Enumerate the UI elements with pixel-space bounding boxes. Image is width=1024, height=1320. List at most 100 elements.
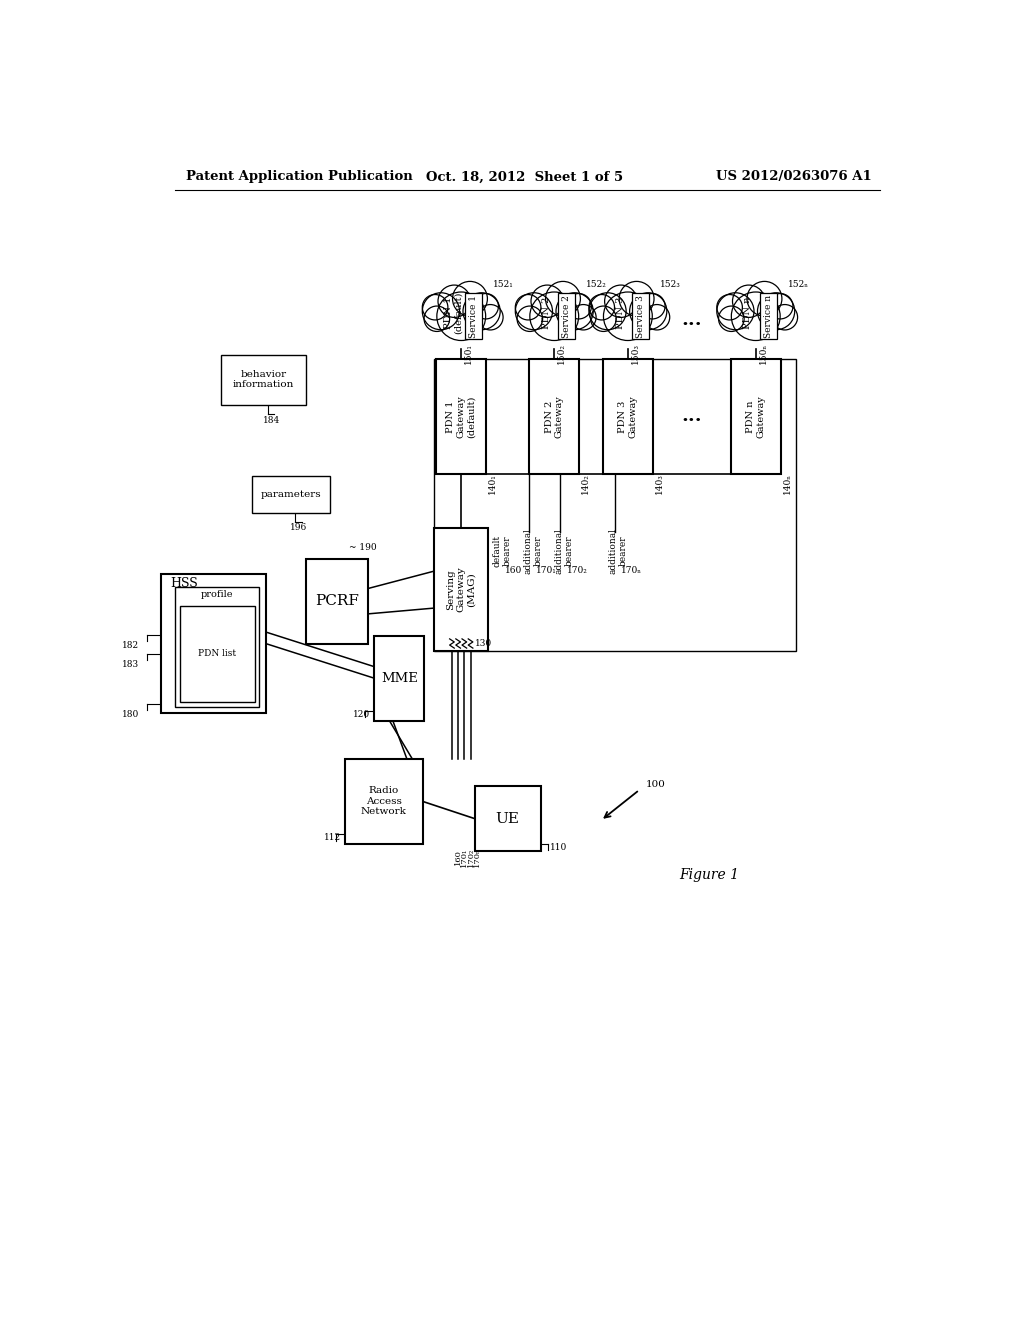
Text: profile: profile [201,590,233,599]
FancyBboxPatch shape [252,475,330,512]
Text: MME: MME [381,672,418,685]
Text: 152₂: 152₂ [586,280,607,289]
Circle shape [767,293,793,319]
FancyBboxPatch shape [306,558,369,644]
Text: Figure 1: Figure 1 [679,867,739,882]
Circle shape [591,306,616,331]
Text: 196: 196 [290,524,307,532]
Text: behavior
information: behavior information [232,370,294,389]
Circle shape [589,294,614,319]
FancyBboxPatch shape [221,355,306,405]
Text: Radio
Access
Network: Radio Access Network [360,787,407,816]
Text: PCRF: PCRF [315,594,359,609]
FancyBboxPatch shape [558,293,575,339]
Circle shape [422,293,460,330]
Text: Oct. 18, 2012  Sheet 1 of 5: Oct. 18, 2012 Sheet 1 of 5 [426,170,624,183]
Text: 110: 110 [550,843,567,851]
Text: Service 3: Service 3 [636,294,645,338]
Text: 140ₙ: 140ₙ [782,473,792,494]
Text: 140₁: 140₁ [488,473,497,494]
Circle shape [570,305,596,330]
Circle shape [515,294,541,319]
Circle shape [422,294,447,319]
Text: ...: ... [682,312,702,329]
Text: 130: 130 [475,639,493,648]
Circle shape [644,305,670,330]
Circle shape [620,281,654,315]
Text: 140₃: 140₃ [654,473,664,494]
Circle shape [517,306,543,331]
Text: 152ₙ: 152ₙ [787,280,809,289]
Text: 170₁: 170₁ [461,847,468,867]
Circle shape [732,285,765,317]
FancyBboxPatch shape [434,528,488,651]
Circle shape [453,281,487,315]
Circle shape [772,305,798,330]
Text: Service 2: Service 2 [562,294,571,338]
Text: 170ₙ: 170ₙ [473,847,481,867]
Text: 180: 180 [122,710,139,719]
Circle shape [717,293,754,330]
Circle shape [546,281,581,315]
Text: additional
bearer: additional bearer [523,528,543,574]
FancyBboxPatch shape [436,359,486,474]
Text: additional
bearer: additional bearer [608,528,628,574]
Text: Serving
Gateway
(MAG): Serving Gateway (MAG) [446,566,476,612]
FancyBboxPatch shape [345,759,423,843]
Text: 112: 112 [324,833,341,842]
Text: 184: 184 [263,416,280,425]
FancyBboxPatch shape [760,293,776,339]
Text: Patent Application Publication: Patent Application Publication [186,170,413,183]
Circle shape [731,292,780,341]
Text: 170ₙ: 170ₙ [621,566,642,574]
Text: 170₂: 170₂ [467,847,475,867]
Circle shape [556,293,593,330]
FancyBboxPatch shape [161,574,265,713]
Circle shape [529,292,579,341]
FancyBboxPatch shape [465,293,482,339]
Circle shape [424,306,450,331]
Text: default
bearer: default bearer [493,535,512,568]
FancyBboxPatch shape [730,359,781,474]
Circle shape [630,293,667,330]
Text: Service n: Service n [764,294,773,338]
Text: PDN 2: PDN 2 [542,296,551,329]
Text: ...: ... [682,408,702,425]
Text: PDN 2
Gateway: PDN 2 Gateway [545,395,564,438]
FancyBboxPatch shape [603,359,653,474]
Text: PDN list: PDN list [198,649,237,659]
Text: PDN n
Gateway: PDN n Gateway [746,395,766,438]
Circle shape [515,293,553,330]
Text: 100: 100 [646,780,666,789]
FancyBboxPatch shape [179,606,255,702]
Circle shape [758,293,795,330]
Circle shape [463,293,500,330]
Text: 140₂: 140₂ [581,473,590,494]
FancyBboxPatch shape [529,359,580,474]
Text: PDN n: PDN n [743,296,753,329]
Text: 183: 183 [122,660,139,669]
Text: HSS: HSS [170,577,198,590]
Text: 170₁: 170₁ [536,566,556,574]
Text: Service 1: Service 1 [469,294,478,338]
Text: 160: 160 [455,850,462,866]
FancyBboxPatch shape [175,587,259,706]
Text: 150₁: 150₁ [464,343,473,364]
Circle shape [531,285,563,317]
Text: PDN 1
(default): PDN 1 (default) [443,292,463,334]
Circle shape [566,293,592,319]
Circle shape [748,281,782,315]
Text: PDN 1
Gateway
(default): PDN 1 Gateway (default) [446,395,476,438]
Text: 170₂: 170₂ [566,566,588,574]
Circle shape [589,293,626,330]
Text: 152₁: 152₁ [494,280,514,289]
Text: additional
bearer: additional bearer [554,528,573,574]
Text: 182: 182 [122,642,139,651]
Text: 150ₙ: 150ₙ [759,343,768,364]
Text: 152₃: 152₃ [659,280,681,289]
Text: 120: 120 [353,710,371,719]
Text: US 2012/0263076 A1: US 2012/0263076 A1 [716,170,872,183]
Circle shape [438,285,471,317]
Circle shape [640,293,665,319]
Circle shape [717,294,742,319]
